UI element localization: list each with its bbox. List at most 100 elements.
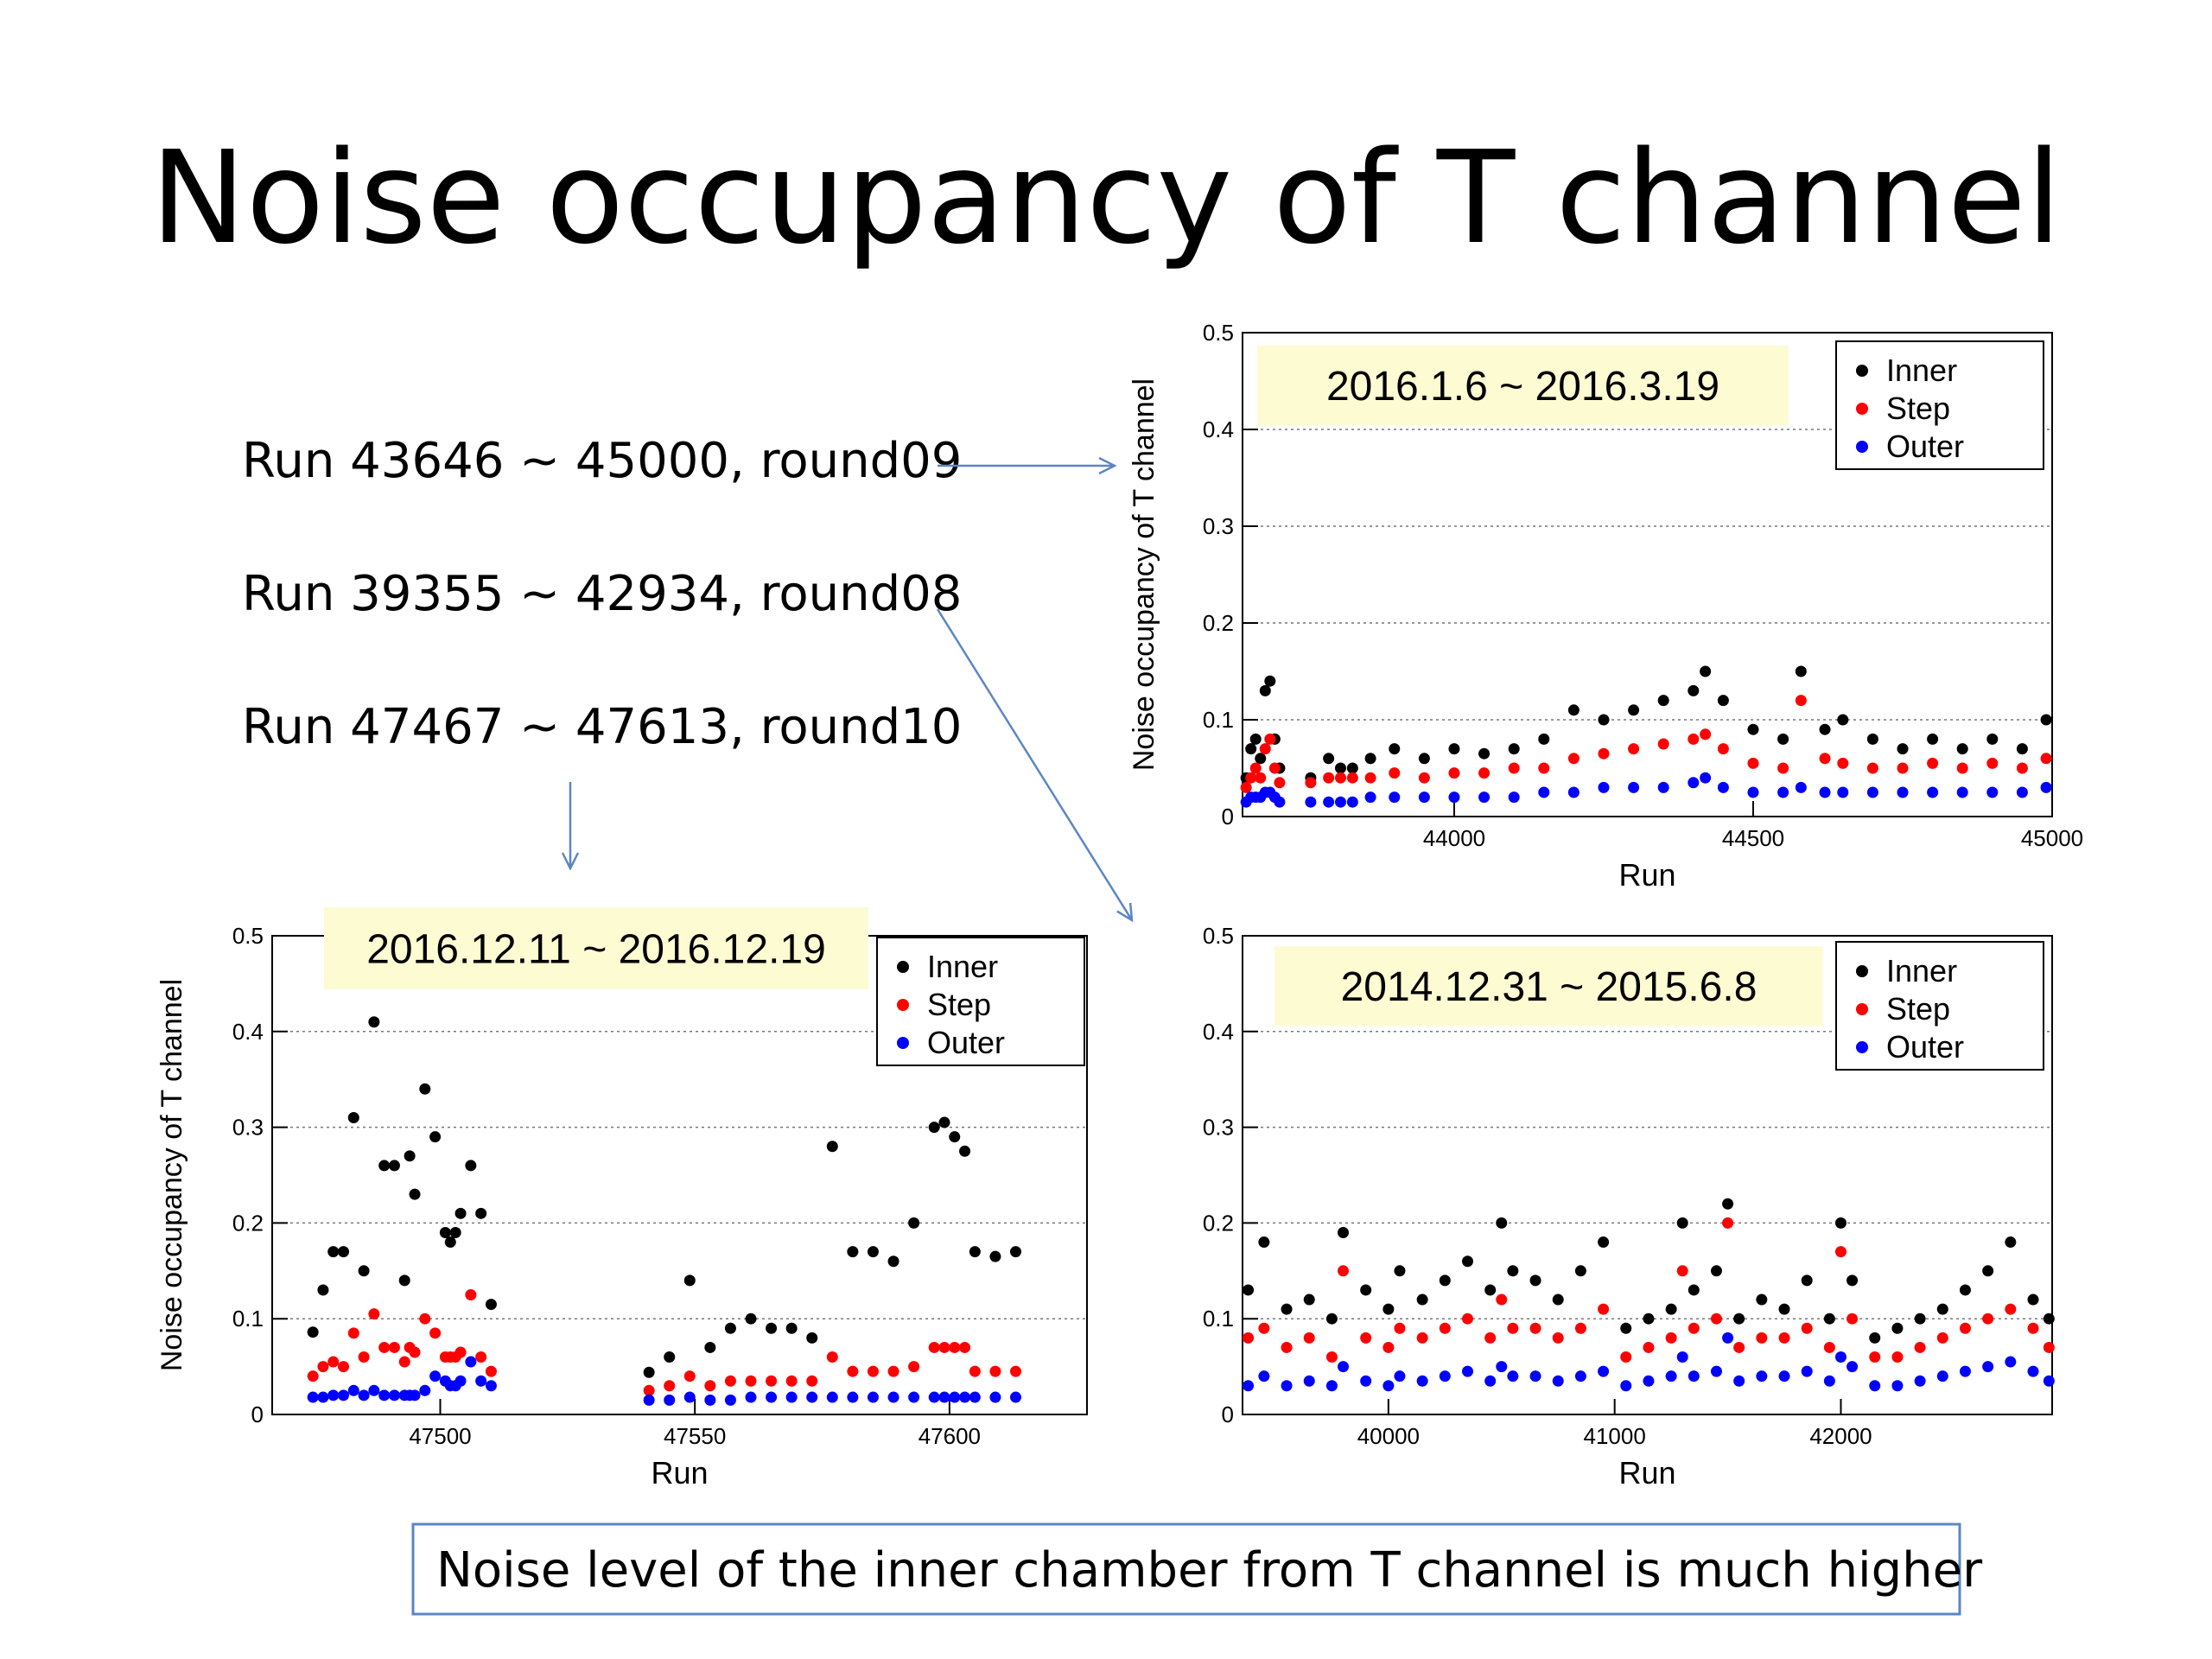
data-point — [847, 1246, 859, 1258]
data-point — [1484, 1284, 1497, 1296]
data-point — [724, 1375, 736, 1387]
data-point — [1325, 1380, 1338, 1392]
data-point — [1688, 684, 1700, 696]
data-point — [1598, 1236, 1610, 1249]
data-point — [1756, 1370, 1768, 1382]
legend-box — [876, 937, 1085, 1066]
y-axis-label: Noise occupancy of T channel — [1128, 378, 1160, 771]
legend-box — [1835, 340, 2044, 470]
data-point — [1657, 781, 1669, 793]
data-point — [2005, 1356, 2017, 1368]
data-point — [1529, 1322, 1541, 1334]
data-point — [429, 1131, 442, 1143]
data-point — [1360, 1284, 1372, 1296]
data-point — [1360, 1332, 1372, 1344]
data-point — [1567, 786, 1580, 798]
data-point — [347, 1327, 359, 1339]
data-point — [1338, 1361, 1350, 1373]
data-point — [643, 1366, 655, 1378]
data-point — [1508, 762, 1520, 774]
data-point — [1478, 747, 1491, 760]
data-point — [1700, 772, 1712, 784]
data-point — [338, 1361, 350, 1373]
data-point — [785, 1375, 798, 1387]
data-point — [1382, 1380, 1395, 1392]
data-point — [887, 1365, 899, 1377]
data-point — [1710, 1313, 1722, 1325]
data-point — [409, 1389, 421, 1402]
data-point — [1819, 786, 1831, 798]
data-point — [989, 1391, 1001, 1403]
data-point — [1255, 753, 1267, 765]
legend-marker-inner — [897, 961, 909, 973]
data-point — [1628, 704, 1640, 716]
legend-label-outer: Outer — [927, 1025, 1005, 1060]
data-point — [908, 1217, 920, 1229]
data-point — [1303, 1332, 1315, 1344]
y-tick-label: 0.2 — [1203, 610, 1234, 636]
data-point — [847, 1365, 859, 1377]
data-point — [1778, 1303, 1790, 1315]
data-point — [1688, 733, 1700, 745]
data-point — [1538, 762, 1550, 774]
data-point — [1281, 1380, 1293, 1392]
data-point — [317, 1361, 329, 1373]
data-point — [2027, 1365, 2039, 1377]
data-point — [1795, 665, 1807, 677]
data-point — [1897, 762, 1909, 774]
data-point — [969, 1246, 981, 1258]
data-point — [388, 1341, 400, 1353]
data-point — [1834, 1217, 1847, 1229]
series-outer — [1243, 1332, 2055, 1392]
data-point — [1574, 1265, 1586, 1277]
data-point — [1439, 1322, 1451, 1334]
data-point — [1439, 1370, 1451, 1382]
data-point — [1496, 1361, 1508, 1373]
data-point — [454, 1375, 467, 1387]
data-point — [388, 1160, 400, 1172]
data-point — [327, 1389, 340, 1402]
data-point — [358, 1389, 370, 1402]
legend-label-step: Step — [1886, 391, 1950, 426]
data-point — [465, 1356, 477, 1368]
data-point — [1777, 786, 1789, 798]
legend-marker-outer — [897, 1037, 909, 1049]
data-point — [378, 1341, 391, 1353]
series-step — [1240, 695, 2052, 793]
data-point — [867, 1391, 879, 1403]
data-point — [1243, 1380, 1255, 1392]
data-point — [1552, 1332, 1564, 1344]
data-point — [338, 1246, 350, 1258]
data-point — [1258, 1236, 1270, 1249]
data-point — [485, 1365, 497, 1377]
data-point — [1665, 1332, 1677, 1344]
data-point — [1620, 1380, 1632, 1392]
data-point — [1496, 1294, 1508, 1306]
data-point — [928, 1122, 940, 1134]
data-point — [724, 1394, 736, 1406]
data-point — [439, 1226, 451, 1238]
data-point — [485, 1380, 497, 1392]
chart-top: 0 0.1 0.2 0.3 0.4 0.5 44000 44500 45000 Run Noise … — [1128, 320, 2083, 893]
data-point — [378, 1160, 391, 1172]
data-point — [1897, 743, 1909, 755]
chart-bleft: 0 0.1 0.2 0.3 0.4 0.5 47500 47550 47600 Run Noise … — [156, 907, 1088, 1491]
data-point — [826, 1391, 838, 1403]
data-point — [1507, 1370, 1519, 1382]
data-point — [989, 1250, 1001, 1262]
data-point — [1364, 753, 1376, 765]
y-tick-label: 0 — [1222, 1402, 1234, 1427]
data-point — [454, 1207, 467, 1219]
data-point — [1448, 791, 1460, 804]
data-point — [969, 1365, 981, 1377]
data-point — [1274, 777, 1286, 789]
data-point — [1847, 1313, 1859, 1325]
data-point — [1869, 1351, 1881, 1363]
series-step — [307, 1289, 1021, 1396]
data-point — [683, 1370, 696, 1382]
data-point — [404, 1150, 416, 1162]
data-point — [1255, 772, 1267, 784]
data-point — [1778, 1332, 1790, 1344]
data-point — [475, 1375, 487, 1387]
